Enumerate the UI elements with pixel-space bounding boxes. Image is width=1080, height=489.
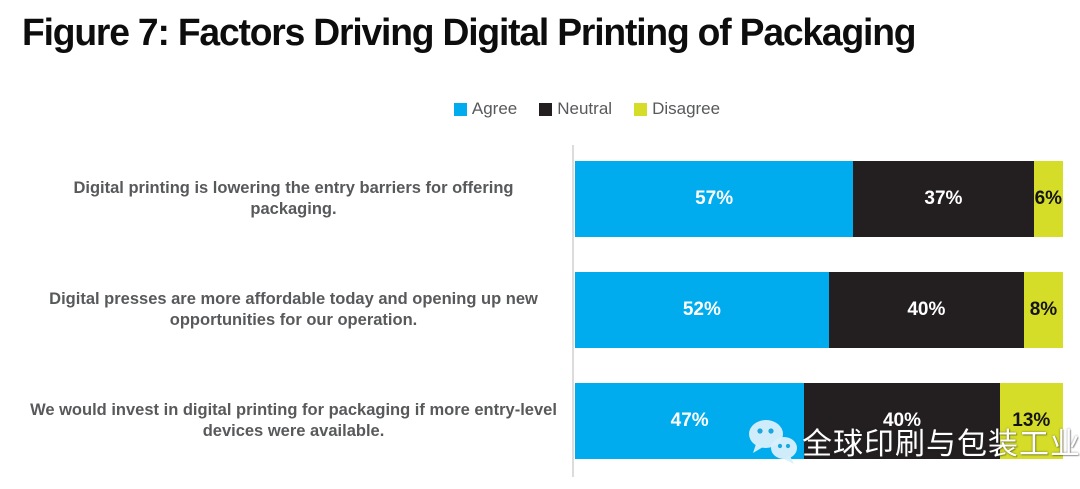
stacked-bar: 52% 40% 8% [575, 272, 1063, 348]
segment-value-label: 52% [682, 299, 721, 320]
stacked-bar: 57% 37% 6% [575, 161, 1063, 237]
chart-row: Digital presses are more affordable toda… [0, 272, 1080, 348]
segment-value-label: 13% [1012, 410, 1051, 431]
segment-value-label: 40% [907, 299, 946, 320]
segment-value-label: 47% [670, 410, 709, 431]
chart-rows: Digital printing is lowering the entry b… [0, 161, 1080, 459]
chart-row: Digital printing is lowering the entry b… [0, 161, 1080, 237]
legend-swatch-disagree [634, 102, 648, 116]
bar-segment-agree: 52% [575, 272, 829, 348]
legend-item-agree: Agree [453, 99, 518, 119]
axis-line [572, 145, 574, 477]
legend-label-disagree: Disagree [652, 99, 721, 118]
category-label: We would invest in digital printing for … [30, 401, 557, 440]
bar-segment-disagree: 6% [1033, 161, 1063, 237]
legend-swatch-neutral [539, 102, 553, 116]
segment-value-label: 8% [1029, 299, 1058, 320]
legend-swatch-agree [453, 102, 467, 116]
legend-label-agree: Agree [471, 99, 518, 118]
bar-segment-neutral: 37% [853, 161, 1034, 237]
segment-value-label: 6% [1034, 188, 1063, 209]
bar-segment-agree: 57% [575, 161, 854, 237]
chart-row: We would invest in digital printing for … [0, 383, 1080, 459]
segment-value-label: 40% [882, 410, 921, 431]
bar-segment-neutral: 40% [804, 383, 1000, 459]
chart-legend: Agree Neutral Disagree [0, 99, 1080, 119]
bar-segment-disagree: 13% [999, 383, 1063, 459]
bar-segment-disagree: 8% [1023, 272, 1063, 348]
category-label: Digital presses are more affordable toda… [49, 290, 538, 329]
figure-title: Figure 7: Factors Driving Digital Printi… [22, 12, 917, 54]
bar-segment-neutral: 40% [828, 272, 1024, 348]
legend-label-neutral: Neutral [557, 99, 613, 118]
segment-value-label: 57% [695, 188, 734, 209]
bar-segment-agree: 47% [575, 383, 805, 459]
legend-item-neutral: Neutral [539, 99, 612, 119]
segment-value-label: 37% [924, 188, 963, 209]
category-label: Digital printing is lowering the entry b… [73, 179, 514, 218]
legend-item-disagree: Disagree [634, 99, 720, 119]
stacked-bar: 47% 40% 13% [575, 383, 1063, 459]
